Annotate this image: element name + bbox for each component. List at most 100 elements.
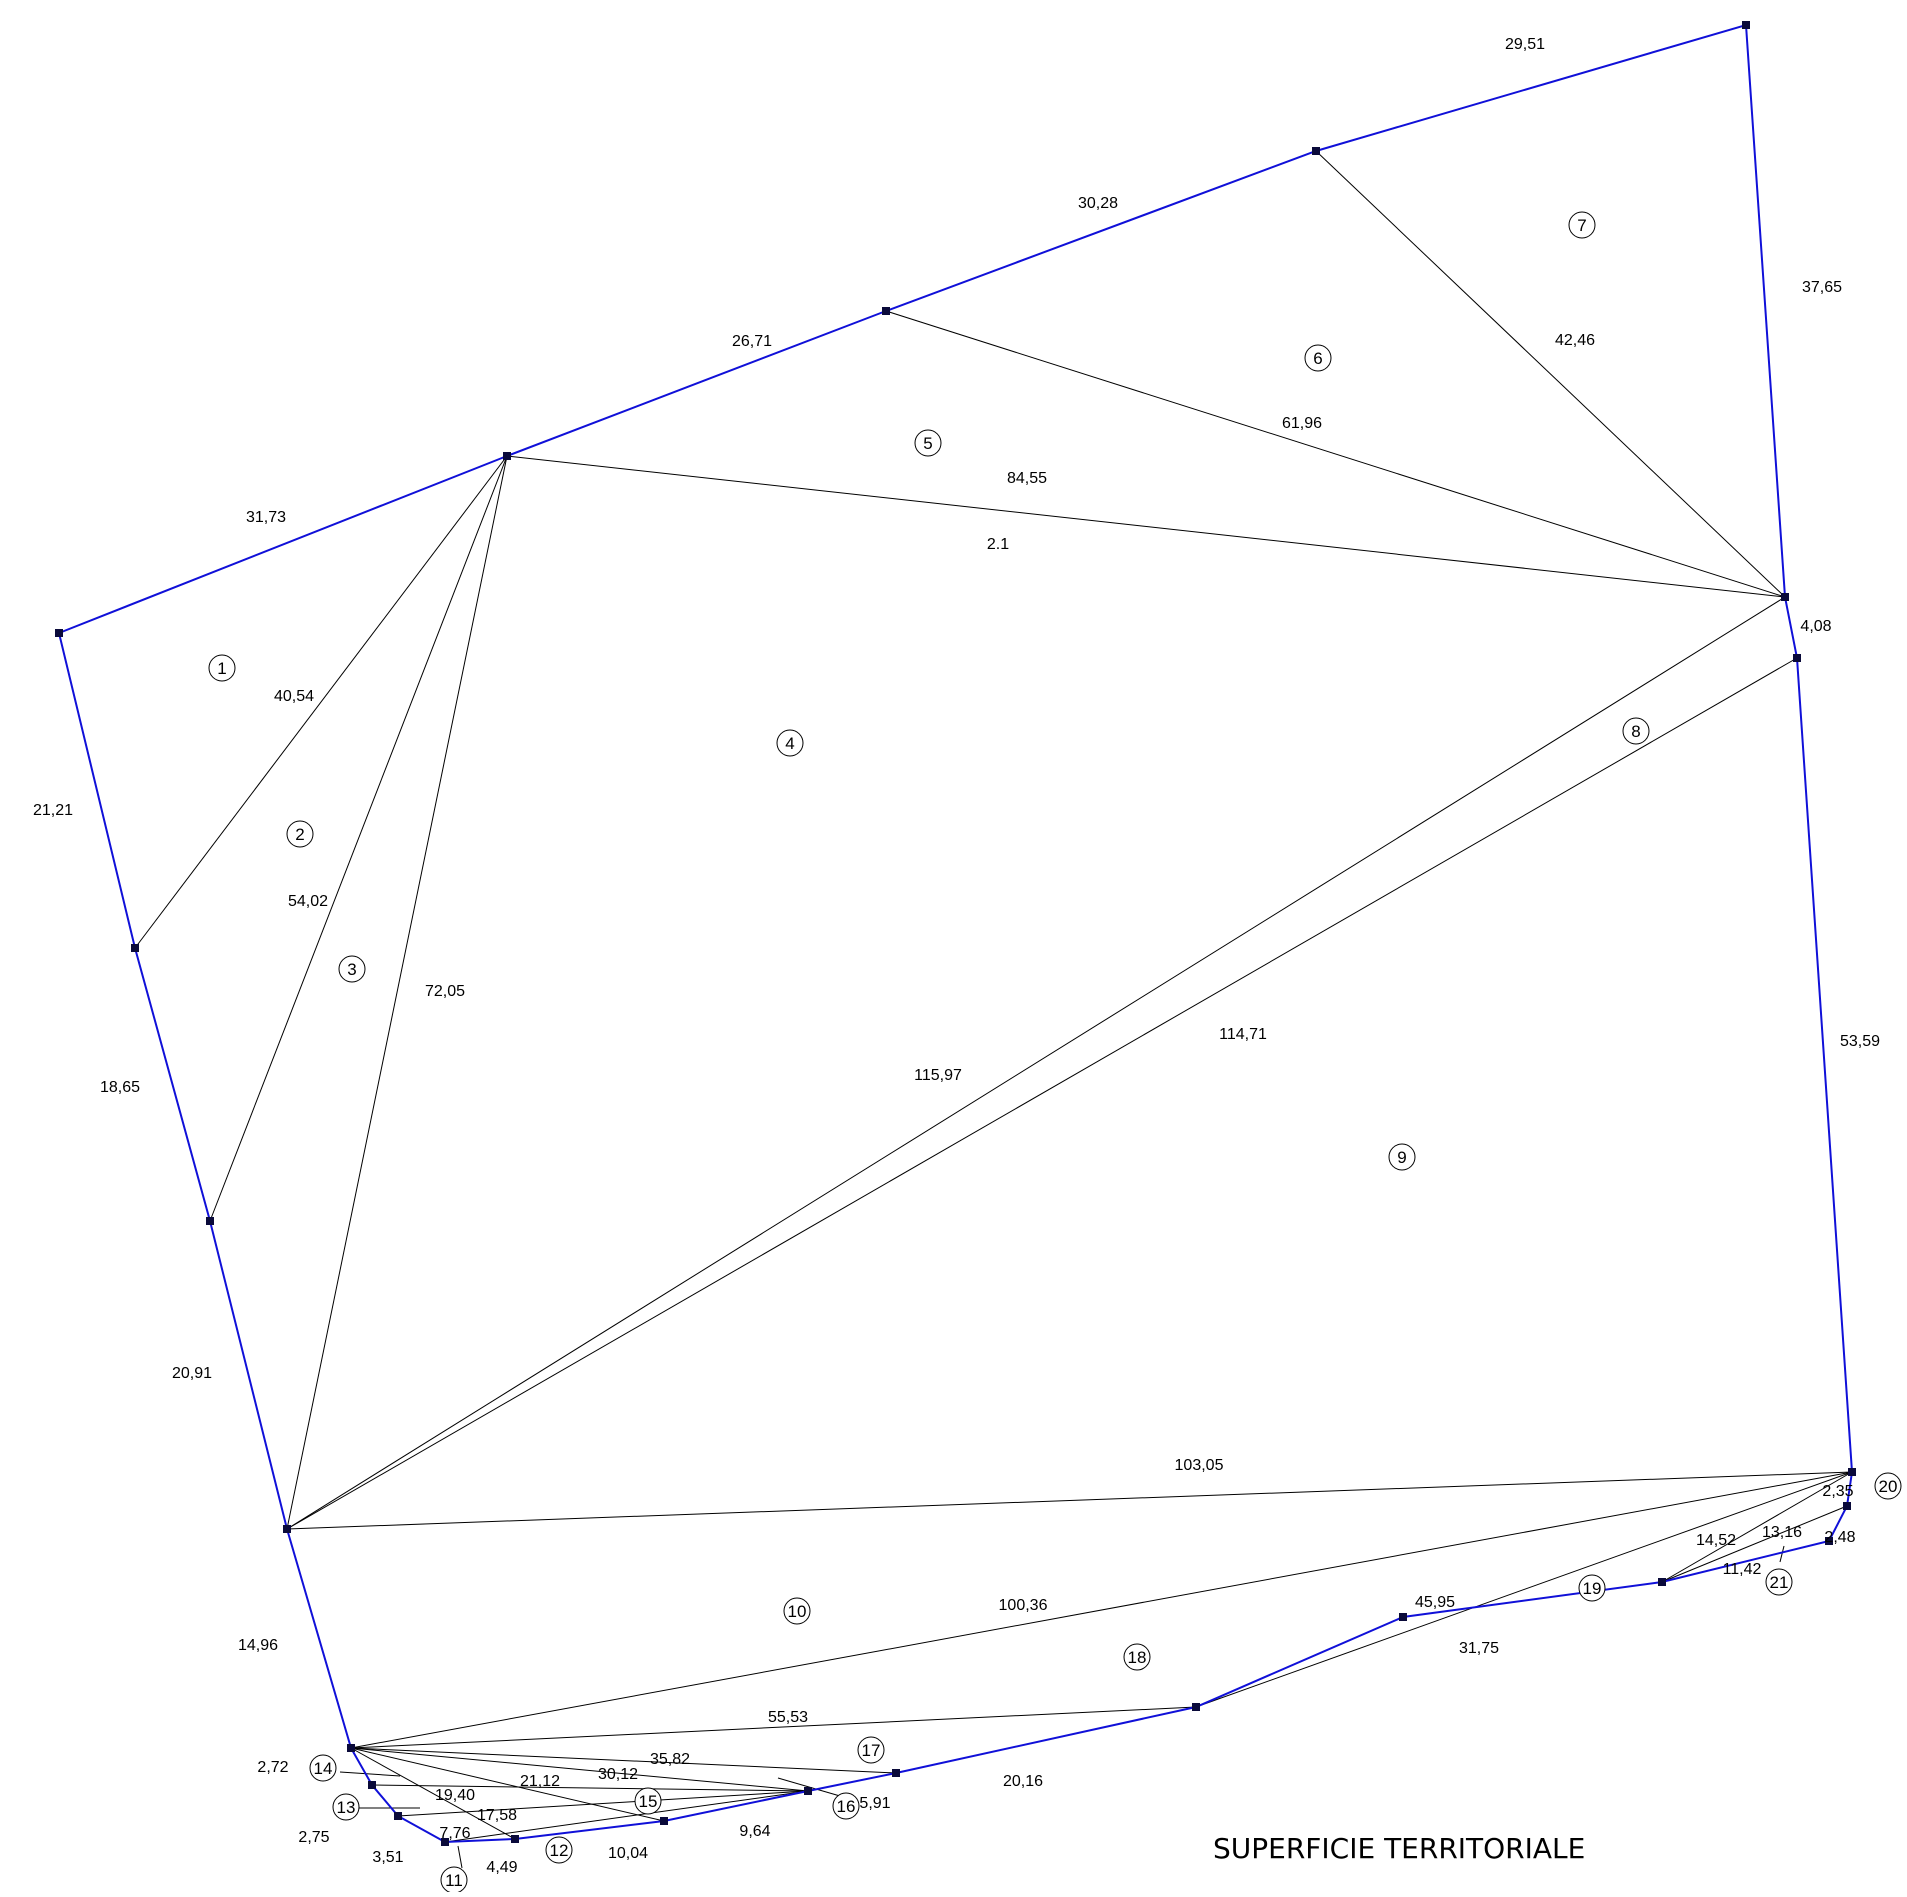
parcel-label-15: 15 xyxy=(634,1787,662,1815)
measurement-label: 45,95 xyxy=(1415,1594,1455,1611)
parcel-label-3: 3 xyxy=(338,955,366,983)
internal-line xyxy=(1315,150,1786,598)
internal-line xyxy=(134,455,508,949)
parcel-number: 15 xyxy=(639,1792,658,1811)
measurement-label: 2,75 xyxy=(298,1829,329,1846)
internal-line xyxy=(371,1784,809,1792)
parcel-circle xyxy=(1874,1472,1902,1500)
parcel-label-19: 19 xyxy=(1578,1574,1606,1602)
parcel-label-2: 2 xyxy=(286,820,314,848)
measurement-label: 17,58 xyxy=(477,1807,517,1824)
vertex-marker xyxy=(1658,1578,1666,1586)
parcel-label-4: 4 xyxy=(776,729,804,757)
internal-line xyxy=(286,657,1798,1530)
measurement-label: 14,52 xyxy=(1696,1532,1736,1549)
measurement-label: 30,12 xyxy=(598,1766,638,1783)
parcel-number: 12 xyxy=(550,1841,569,1860)
parcel-circle xyxy=(286,820,314,848)
measurement-label: 7,76 xyxy=(439,1825,470,1842)
vertex-marker xyxy=(804,1787,812,1795)
parcel-number: 5 xyxy=(923,434,932,453)
measurement-label: 37,65 xyxy=(1802,279,1842,296)
vertex-marker xyxy=(1825,1537,1833,1545)
measurement-label: 20,16 xyxy=(1003,1773,1043,1790)
parcel-label-1: 1 xyxy=(208,654,236,682)
internal-line xyxy=(350,1706,1197,1749)
measurement-label: 3,51 xyxy=(372,1849,403,1866)
parcel-number: 19 xyxy=(1583,1579,1602,1598)
measurement-label: 30,28 xyxy=(1078,195,1118,212)
internal-line xyxy=(444,1790,809,1843)
parcel-circle xyxy=(776,729,804,757)
measurement-label: 13,16 xyxy=(1762,1524,1802,1541)
internal-line xyxy=(350,1747,897,1774)
parcel-label-5: 5 xyxy=(914,429,942,457)
parcel-number: 13 xyxy=(337,1798,356,1817)
measurement-label: 53,59 xyxy=(1840,1033,1880,1050)
measurement-label: 21,21 xyxy=(33,802,73,819)
vertex-marker xyxy=(1312,147,1320,155)
internal-line xyxy=(209,455,508,1222)
vertex-marker xyxy=(347,1744,355,1752)
parcel-number: 6 xyxy=(1313,349,1322,368)
parcel-circle xyxy=(832,1792,860,1820)
parcel-boundary xyxy=(58,23,1854,1844)
leader-line xyxy=(1779,1545,1785,1563)
measurement-label: 20,91 xyxy=(172,1365,212,1382)
parcel-circle xyxy=(1568,211,1596,239)
internal-line xyxy=(1661,1505,1848,1583)
parcel-label-12: 12 xyxy=(545,1836,573,1864)
parcel-label-20: 20 xyxy=(1874,1472,1902,1500)
parcel-circle xyxy=(1765,1568,1793,1596)
parcel-label-14: 14 xyxy=(309,1754,337,1782)
measurement-labels: 31,73 26,71 30,28 29,51 37,65 4,08 53,59 21,21 1… xyxy=(33,36,1880,1876)
internal-line xyxy=(286,596,1786,1530)
measurement-label: 40,54 xyxy=(274,688,314,705)
parcel-circle xyxy=(783,1597,811,1625)
measurement-label: 4,08 xyxy=(1800,618,1831,635)
measurement-label: 84,55 xyxy=(1007,470,1047,487)
parcel-number: 3 xyxy=(347,960,356,979)
parcel-circle xyxy=(545,1836,573,1864)
boundary-polyline xyxy=(58,23,1854,1844)
vertex-marker xyxy=(660,1817,668,1825)
measurement-label: 114,71 xyxy=(1219,1026,1267,1043)
internal-line xyxy=(286,1471,1853,1530)
internal-line xyxy=(350,1747,516,1840)
measurement-label: 54,02 xyxy=(288,893,328,910)
measurement-label: 11,42 xyxy=(1723,1561,1762,1578)
vertex-marker xyxy=(1192,1703,1200,1711)
internal-line xyxy=(350,1747,665,1822)
parcel-label-16: 16 xyxy=(832,1792,860,1820)
parcel-label-17: 17 xyxy=(857,1736,885,1764)
measurement-label: 2.1 xyxy=(987,536,1009,553)
measurement-label: 5,91 xyxy=(859,1795,890,1812)
parcel-label-13: 13 xyxy=(332,1793,360,1821)
drawing-title: SUPERFICIE TERRITORIALE xyxy=(1213,1832,1585,1865)
leader-line xyxy=(339,1771,401,1777)
measurement-label: 29,51 xyxy=(1505,36,1545,53)
internal-line xyxy=(885,310,1786,598)
measurement-label: 55,53 xyxy=(768,1709,808,1726)
parcel-number: 14 xyxy=(314,1759,333,1778)
internal-line xyxy=(506,455,1786,598)
parcel-circle xyxy=(914,429,942,457)
measurement-label: 4,49 xyxy=(486,1859,517,1876)
vertex-marker xyxy=(511,1835,519,1843)
vertex-marker xyxy=(882,307,890,315)
parcel-number: 21 xyxy=(1770,1573,1789,1592)
parcel-circle xyxy=(1622,717,1650,745)
vertex-marker xyxy=(55,629,63,637)
parcel-label-18: 18 xyxy=(1123,1643,1151,1671)
measurement-label: 14,96 xyxy=(238,1637,278,1654)
parcel-number: 1 xyxy=(217,659,226,678)
measurement-label: 31,73 xyxy=(246,509,286,526)
measurement-label: 19,40 xyxy=(435,1787,475,1804)
parcel-label-11: 11 xyxy=(440,1866,468,1894)
parcel-circle xyxy=(857,1736,885,1764)
internal-line xyxy=(1195,1471,1853,1708)
vertex-marker xyxy=(206,1217,214,1225)
